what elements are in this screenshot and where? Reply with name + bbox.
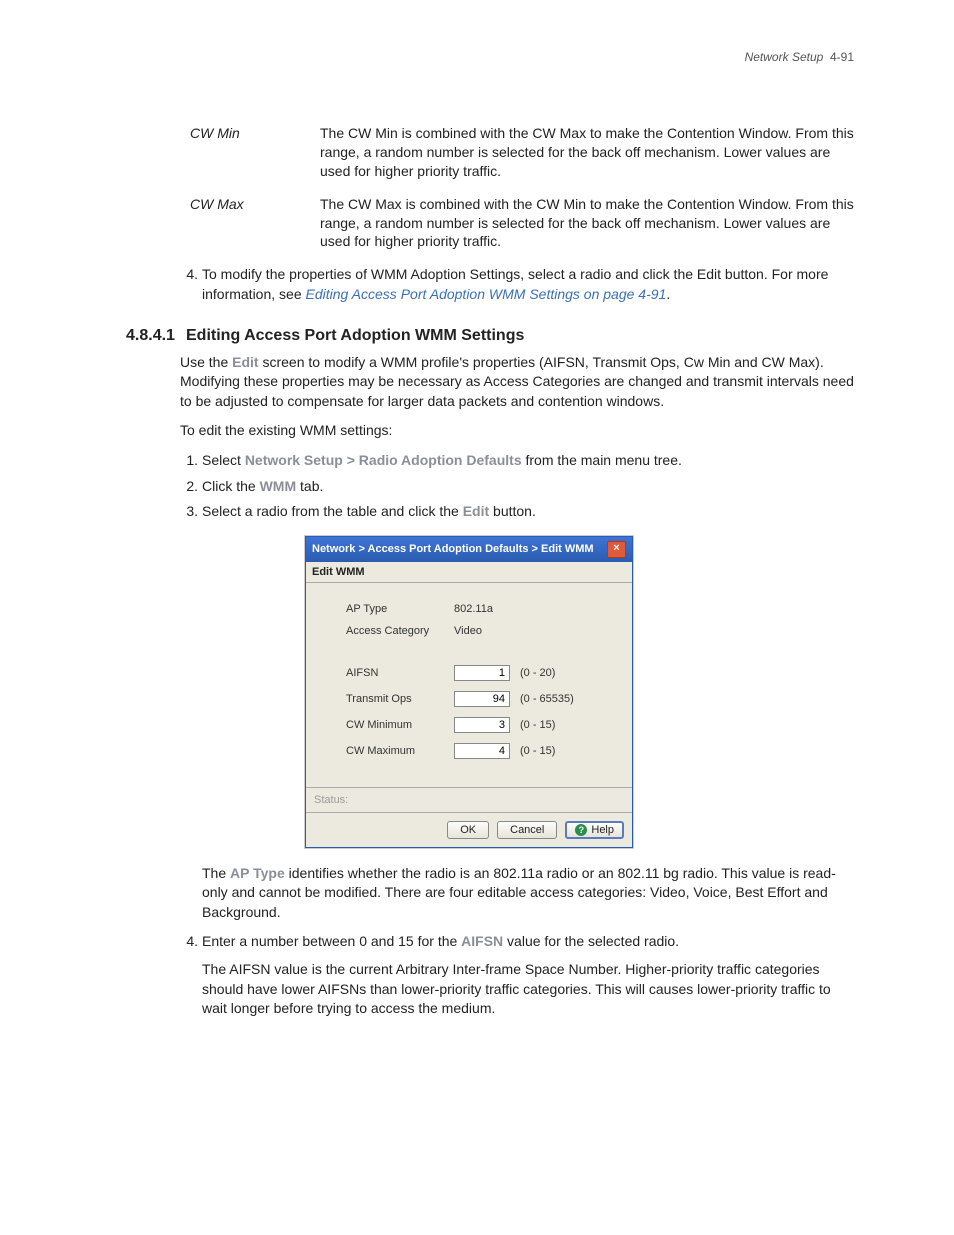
label-cw-min: CW Minimum bbox=[346, 719, 454, 731]
bold-edit: Edit bbox=[232, 354, 258, 370]
help-label: Help bbox=[591, 824, 614, 836]
dialog-subhead: Edit WMM bbox=[306, 562, 632, 583]
edit-wmm-dialog: Network > Access Port Adoption Defaults … bbox=[305, 536, 633, 848]
step-num-4a: 4. bbox=[180, 265, 198, 304]
bold-network-setup: Network Setup bbox=[245, 452, 343, 468]
section-title: Editing Access Port Adoption WMM Setting… bbox=[186, 327, 524, 345]
step-4a-content: To modify the properties of WMM Adoption… bbox=[202, 265, 854, 304]
step-num-2: 2. bbox=[180, 477, 198, 497]
s4-c: value for the selected radio. bbox=[503, 933, 679, 949]
p3b: identifies whether the radio is an 802.1… bbox=[202, 865, 836, 920]
label-cw-max: CW Maximum bbox=[346, 745, 454, 757]
label-transmit-ops: Transmit Ops bbox=[346, 693, 454, 705]
range-transmit-ops: (0 - 65535) bbox=[520, 693, 574, 705]
step-3-content: Select a radio from the table and click … bbox=[202, 502, 854, 522]
def-term-cwmin: CW Min bbox=[190, 124, 320, 181]
step-1-content: Select Network Setup > Radio Adoption De… bbox=[202, 451, 854, 471]
page-header: Network Setup 4-91 bbox=[100, 50, 854, 64]
s4-a: Enter a number between 0 and 15 for the bbox=[202, 933, 461, 949]
step-num-1: 1. bbox=[180, 451, 198, 471]
range-aifsn: (0 - 20) bbox=[520, 667, 555, 679]
range-cw-max: (0 - 15) bbox=[520, 745, 555, 757]
range-cw-min: (0 - 15) bbox=[520, 719, 555, 731]
dialog-titlebar: Network > Access Port Adoption Defaults … bbox=[306, 537, 632, 562]
def-term-cwmax: CW Max bbox=[190, 195, 320, 252]
p3a: The bbox=[202, 865, 230, 881]
value-access-category: Video bbox=[454, 625, 514, 637]
step-num-3: 3. bbox=[180, 502, 198, 522]
step-num-4b: 4. bbox=[180, 932, 198, 1032]
s1-c: from the main menu tree. bbox=[522, 452, 682, 468]
step-4b-content: Enter a number between 0 and 15 for the … bbox=[202, 932, 854, 1032]
intro-p1: Use the Edit screen to modify a WMM prof… bbox=[180, 353, 854, 412]
intro-p1b: screen to modify a WMM profile's propert… bbox=[180, 354, 854, 409]
bold-aifsn: AIFSN bbox=[461, 933, 503, 949]
definition-table: CW Min The CW Min is combined with the C… bbox=[190, 124, 854, 251]
link-edit-wmm-settings[interactable]: Editing Access Port Adoption WMM Setting… bbox=[306, 286, 667, 302]
section-number: 4.8.4.1 bbox=[126, 327, 186, 345]
intro-p2: To edit the existing WMM settings: bbox=[180, 421, 854, 441]
close-icon[interactable]: × bbox=[607, 541, 626, 558]
step-2-content: Click the WMM tab. bbox=[202, 477, 854, 497]
def-desc-cwmin: The CW Min is combined with the CW Max t… bbox=[320, 124, 854, 181]
bold-wmm: WMM bbox=[260, 478, 297, 494]
section-heading: 4.8.4.1 Editing Access Port Adoption WMM… bbox=[100, 327, 854, 345]
sep: > bbox=[343, 452, 359, 468]
bold-radio-adoption: Radio Adoption Defaults bbox=[359, 452, 522, 468]
input-transmit-ops[interactable] bbox=[454, 691, 510, 707]
bold-ap-type: AP Type bbox=[230, 865, 285, 881]
help-icon: ? bbox=[575, 824, 587, 836]
after-p3: The AP Type identifies whether the radio… bbox=[202, 864, 854, 923]
dialog-title-text: Network > Access Port Adoption Defaults … bbox=[312, 543, 594, 555]
ok-button[interactable]: OK bbox=[447, 821, 489, 839]
cancel-button[interactable]: Cancel bbox=[497, 821, 557, 839]
def-desc-cwmax: The CW Max is combined with the CW Min t… bbox=[320, 195, 854, 252]
label-access-category: Access Category bbox=[346, 625, 454, 637]
s2-a: Click the bbox=[202, 478, 260, 494]
bold-edit-btn: Edit bbox=[463, 503, 489, 519]
label-aifsn: AIFSN bbox=[346, 667, 454, 679]
intro-p1a: Use the bbox=[180, 354, 232, 370]
input-aifsn[interactable] bbox=[454, 665, 510, 681]
step-4a-tail: . bbox=[666, 286, 670, 302]
s3-a: Select a radio from the table and click … bbox=[202, 503, 463, 519]
input-cw-min[interactable] bbox=[454, 717, 510, 733]
chapter-name: Network Setup bbox=[745, 50, 824, 64]
after-p4: The AIFSN value is the current Arbitrary… bbox=[202, 960, 854, 1019]
help-button[interactable]: ? Help bbox=[565, 821, 624, 839]
s2-c: tab. bbox=[296, 478, 323, 494]
s1-a: Select bbox=[202, 452, 245, 468]
s3-c: button. bbox=[489, 503, 536, 519]
dialog-status: Status: bbox=[306, 788, 632, 813]
page-number: 4-91 bbox=[830, 50, 854, 64]
value-ap-type: 802.11a bbox=[454, 603, 514, 615]
label-ap-type: AP Type bbox=[346, 603, 454, 615]
input-cw-max[interactable] bbox=[454, 743, 510, 759]
